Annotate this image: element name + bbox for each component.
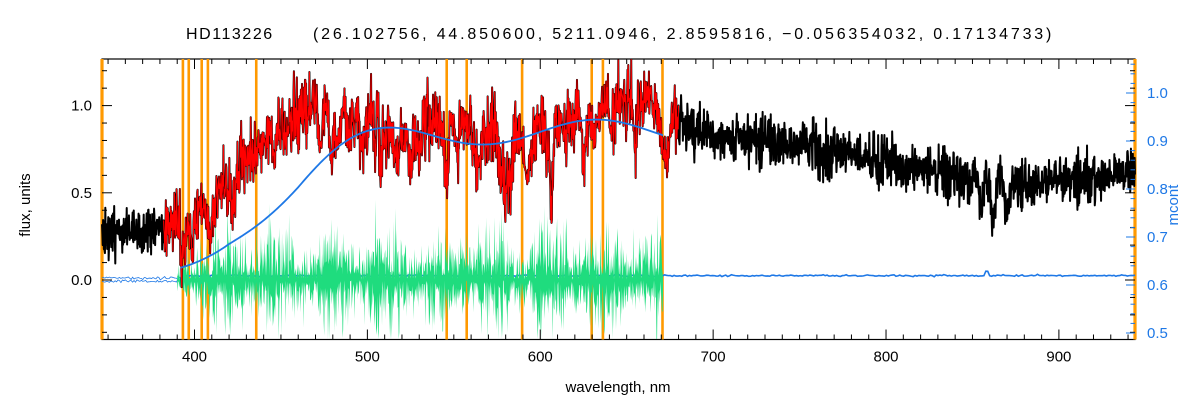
- svg-text:800: 800: [874, 349, 899, 366]
- svg-text:HD113226: HD113226: [186, 26, 274, 43]
- svg-text:flux, units: flux, units: [17, 173, 34, 236]
- svg-text:700: 700: [701, 349, 726, 366]
- svg-text:500: 500: [355, 349, 380, 366]
- svg-text:0.7: 0.7: [1147, 229, 1168, 246]
- svg-text:400: 400: [182, 349, 207, 366]
- svg-text:0.5: 0.5: [71, 185, 92, 202]
- svg-text:(26.102756, 44.850600, 5211.09: (26.102756, 44.850600, 5211.0946, 2.8595…: [313, 26, 1054, 43]
- svg-text:1.0: 1.0: [71, 98, 92, 115]
- svg-text:1.0: 1.0: [1147, 85, 1168, 102]
- svg-text:mcont: mcont: [1165, 184, 1182, 226]
- svg-text:600: 600: [528, 349, 553, 366]
- svg-text:0.6: 0.6: [1147, 277, 1168, 294]
- svg-text:0.9: 0.9: [1147, 133, 1168, 150]
- svg-text:wavelength, nm: wavelength, nm: [564, 379, 670, 396]
- svg-text:0.0: 0.0: [71, 272, 92, 289]
- svg-text:0.5: 0.5: [1147, 325, 1168, 342]
- svg-text:900: 900: [1046, 349, 1071, 366]
